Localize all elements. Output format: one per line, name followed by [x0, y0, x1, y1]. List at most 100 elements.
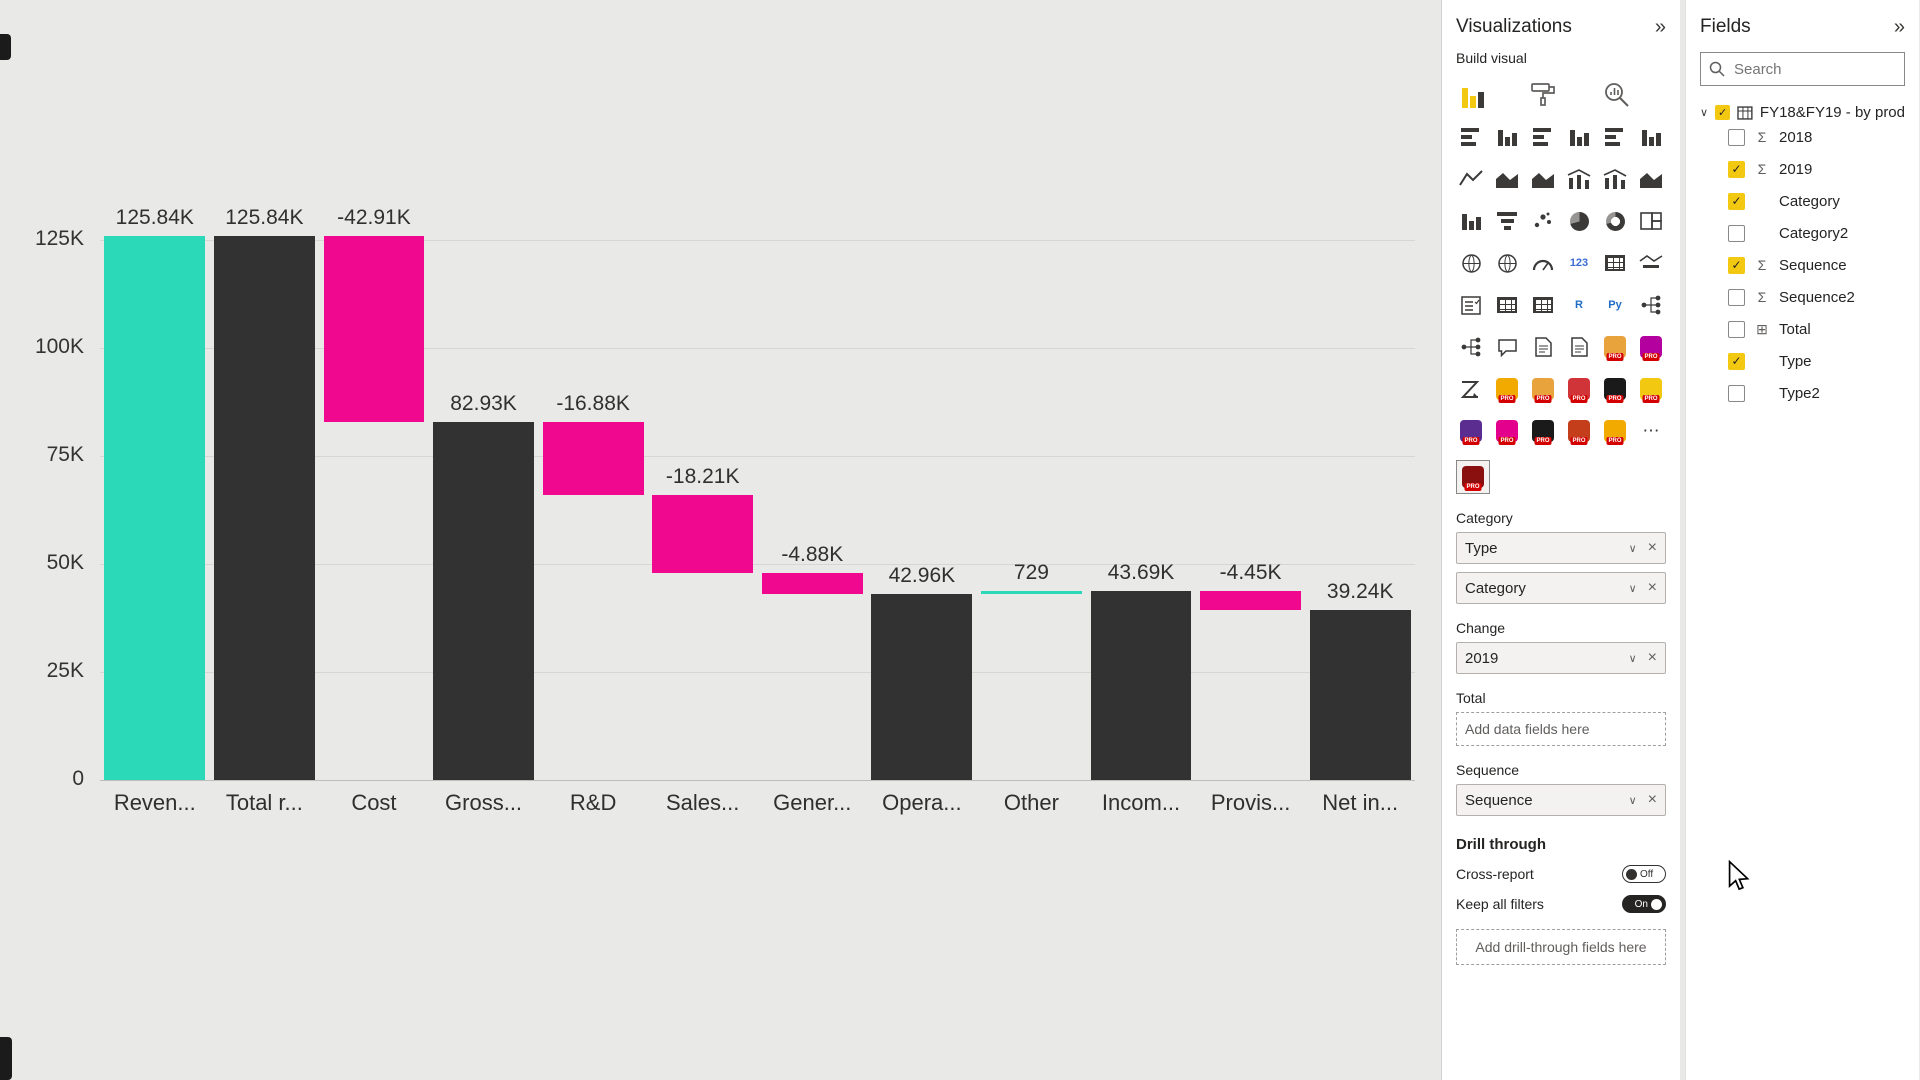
waterfall-bar-opera[interactable]: [871, 594, 973, 780]
drill-through-drop-zone[interactable]: Add drill-through fields here: [1456, 929, 1666, 965]
visual-icon-smart-narrative[interactable]: [1529, 332, 1557, 362]
visual-icon-ribbon-chart[interactable]: [1637, 164, 1665, 194]
waterfall-bar-other[interactable]: [981, 591, 1082, 595]
field-item-category[interactable]: ✓ Category: [1700, 185, 1905, 217]
visual-icon-kpi[interactable]: [1637, 248, 1665, 278]
visual-icon-clustered-column-chart[interactable]: [1565, 122, 1593, 152]
waterfall-bar-provis[interactable]: [1200, 591, 1302, 611]
visual-icon-key-influencers[interactable]: [1637, 290, 1665, 320]
visual-icon-q-and-a[interactable]: [1493, 332, 1521, 362]
collapse-fields-pane-icon[interactable]: »: [1893, 16, 1905, 38]
visual-icon-scatter-chart[interactable]: [1529, 206, 1557, 236]
visual-icon-arrow-visual[interactable]: [1457, 374, 1485, 404]
waterfall-chart[interactable]: 0 25K 50K 75K 100K 125K 125.84K Reven... 125.84K…: [0, 0, 1441, 1080]
visual-icon-line-and-clustered-column-chart[interactable]: [1601, 164, 1629, 194]
visual-icon-clustered-bar-chart[interactable]: [1529, 122, 1557, 152]
field-item-2018[interactable]: Σ 2018: [1700, 121, 1905, 153]
visual-icon-custom-visual-3[interactable]: PRO: [1493, 374, 1521, 404]
field-item-sequence[interactable]: ✓ Σ Sequence: [1700, 249, 1905, 281]
tab-build-visual[interactable]: [1462, 86, 1484, 108]
field-item-total[interactable]: ⊞ Total: [1700, 313, 1905, 345]
visual-icon-custom-visual-9[interactable]: PRO: [1493, 416, 1521, 446]
empty-field-well-total[interactable]: Add data fields here: [1456, 712, 1666, 746]
visual-icon-custom-visual-12[interactable]: PRO: [1601, 416, 1629, 446]
remove-field-icon[interactable]: ×: [1647, 539, 1657, 556]
visual-icon-stacked-bar-chart[interactable]: [1457, 122, 1485, 152]
field-checkbox[interactable]: [1728, 320, 1745, 338]
remove-field-icon[interactable]: ×: [1647, 791, 1657, 808]
visual-icon-paginated-report[interactable]: [1565, 332, 1593, 362]
field-checkbox[interactable]: [1728, 128, 1745, 146]
visual-icon-line-chart[interactable]: [1457, 164, 1485, 194]
visual-icon-map[interactable]: [1457, 248, 1485, 278]
waterfall-bar-gener[interactable]: [761, 573, 863, 595]
field-checkbox[interactable]: [1728, 384, 1745, 402]
visual-icon-more-visuals[interactable]: ⋯: [1642, 421, 1660, 440]
chevron-down-icon[interactable]: ∨: [1628, 794, 1637, 807]
visual-icon-custom-visual-1[interactable]: PRO: [1601, 332, 1629, 362]
visual-icon-treemap[interactable]: [1637, 206, 1665, 236]
visual-icon-area-chart[interactable]: [1493, 164, 1521, 194]
chevron-down-icon[interactable]: ∨: [1628, 542, 1637, 555]
field-pill-sequence[interactable]: Sequence ∨ ×: [1456, 784, 1666, 816]
visual-icon-decomposition-tree[interactable]: [1457, 332, 1485, 362]
visual-icon-custom-visual-6[interactable]: PRO: [1601, 374, 1629, 404]
visual-icon-custom-visual-2[interactable]: PRO: [1637, 332, 1665, 362]
waterfall-bar-sales[interactable]: [652, 494, 754, 574]
remove-field-icon[interactable]: ×: [1647, 579, 1657, 596]
visual-icon-100-stacked-bar-chart[interactable]: [1601, 122, 1629, 152]
visual-icon-waterfall-chart[interactable]: [1457, 206, 1485, 236]
waterfall-bar-incom[interactable]: [1090, 591, 1192, 780]
search-box[interactable]: [1700, 52, 1905, 86]
field-pill-2019[interactable]: 2019 ∨ ×: [1456, 642, 1666, 674]
waterfall-bar-net-in[interactable]: [1309, 610, 1411, 780]
field-checkbox[interactable]: ✓: [1728, 192, 1745, 210]
visual-icon-r-script-visual[interactable]: R: [1575, 299, 1583, 311]
field-pill-category[interactable]: Category ∨ ×: [1456, 572, 1666, 604]
visual-icon-filled-map[interactable]: [1493, 248, 1521, 278]
field-checkbox[interactable]: ✓: [1728, 352, 1745, 370]
field-item-type2[interactable]: Type2: [1700, 377, 1905, 409]
chevron-down-icon[interactable]: ∨: [1628, 652, 1637, 665]
report-canvas[interactable]: 0 25K 50K 75K 100K 125K 125.84K Reven... 125.84K…: [0, 0, 1441, 1080]
dataset-row[interactable]: ∨ ✓ FY18&FY19 - by prod: [1700, 104, 1905, 121]
visual-icon-donut-chart[interactable]: [1601, 206, 1629, 236]
field-checkbox[interactable]: [1728, 224, 1745, 242]
visual-icon-python-visual[interactable]: Py: [1608, 299, 1622, 311]
visual-icon-multi-row-card[interactable]: [1601, 248, 1629, 278]
tab-format-visual[interactable]: [1530, 81, 1557, 108]
visual-icon-gauge[interactable]: [1529, 248, 1557, 278]
visual-icon-pie-chart[interactable]: [1565, 206, 1593, 236]
visual-icon-stacked-area-chart[interactable]: [1529, 164, 1557, 194]
visual-icon-slicer[interactable]: [1457, 290, 1485, 320]
waterfall-bar-r-d[interactable]: [542, 421, 644, 495]
chevron-down-icon[interactable]: ∨: [1628, 582, 1637, 595]
waterfall-bar-gross[interactable]: [433, 421, 534, 780]
waterfall-bar-cost[interactable]: [323, 236, 425, 422]
collapse-pane-icon[interactable]: »: [1654, 16, 1666, 38]
visual-icon-100-stacked-column-chart[interactable]: [1637, 122, 1665, 152]
visual-icon-custom-visual-10[interactable]: PRO: [1529, 416, 1557, 446]
field-pill-type[interactable]: Type ∨ ×: [1456, 532, 1666, 564]
toggle-cross-report[interactable]: Off: [1622, 865, 1666, 883]
field-item-sequence2[interactable]: Σ Sequence2: [1700, 281, 1905, 313]
visual-icon-custom-visual-11[interactable]: PRO: [1565, 416, 1593, 446]
field-checkbox[interactable]: ✓: [1728, 256, 1745, 274]
visual-icon-funnel-chart[interactable]: [1493, 206, 1521, 236]
waterfall-bar-total-r[interactable]: [213, 236, 315, 780]
selected-custom-visual[interactable]: PRO: [1456, 460, 1490, 494]
visual-icon-custom-visual-4[interactable]: PRO: [1529, 374, 1557, 404]
field-item-type[interactable]: ✓ Type: [1700, 345, 1905, 377]
visual-icon-custom-visual-7[interactable]: PRO: [1637, 374, 1665, 404]
visual-icon-custom-visual-8[interactable]: PRO: [1457, 416, 1485, 446]
remove-field-icon[interactable]: ×: [1647, 649, 1657, 666]
field-item-2019[interactable]: ✓ Σ 2019: [1700, 153, 1905, 185]
expand-chevron-icon[interactable]: ∨: [1700, 107, 1709, 119]
waterfall-bar-reven[interactable]: [104, 236, 206, 780]
tab-analytics[interactable]: [1603, 81, 1630, 108]
field-checkbox[interactable]: ✓: [1728, 160, 1745, 178]
visual-icon-line-and-stacked-column-chart[interactable]: [1565, 164, 1593, 194]
field-item-category2[interactable]: Category2: [1700, 217, 1905, 249]
field-checkbox[interactable]: [1728, 288, 1745, 306]
search-input[interactable]: [1732, 59, 1896, 79]
